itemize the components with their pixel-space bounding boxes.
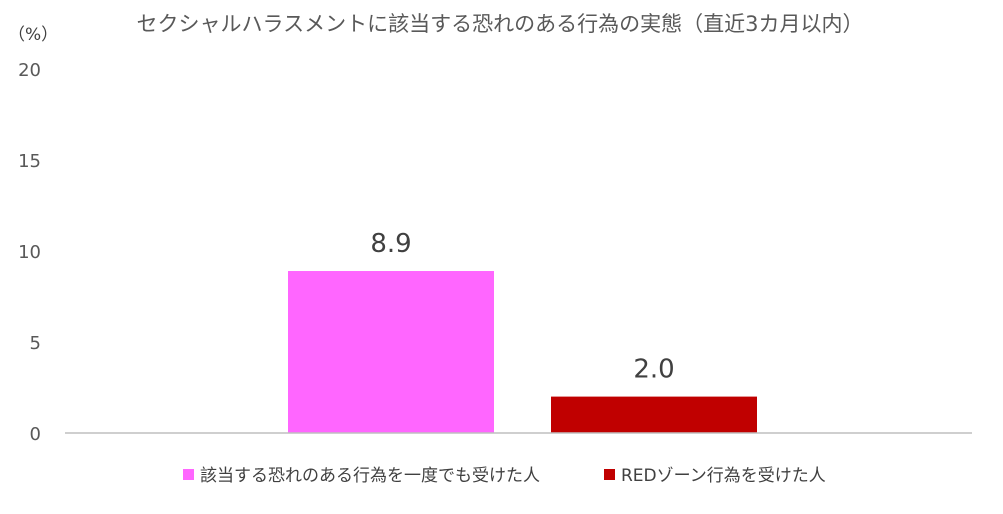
bar-1	[288, 271, 494, 433]
data-label-1: 8.9	[370, 229, 411, 259]
legend-swatch-2	[604, 469, 615, 480]
chart-title: セクシャルハラスメントに該当する恐れのある行為の実態（直近3カ月以内）	[137, 12, 864, 36]
y-tick-label: 20	[18, 60, 41, 81]
bar-2	[551, 396, 757, 433]
y-tick-label: 0	[30, 424, 41, 445]
y-tick-label: 10	[18, 242, 41, 263]
bars	[288, 271, 757, 433]
data-label-2: 2.0	[633, 355, 674, 385]
legend-label-1: 該当する恐れのある行為を一度でも受けた人	[200, 466, 540, 486]
legend-label-2: REDゾーン行為を受けた人	[621, 466, 826, 486]
y-axis-unit-label: （%）	[8, 25, 58, 45]
y-axis-ticks: 0 5 10 15 20	[18, 60, 41, 445]
y-tick-label: 5	[30, 333, 41, 354]
data-labels: 8.9 2.0	[370, 229, 674, 385]
y-tick-label: 15	[18, 151, 41, 172]
legend: 該当する恐れのある行為を一度でも受けた人 REDゾーン行為を受けた人	[183, 466, 826, 486]
legend-swatch-1	[183, 469, 194, 480]
